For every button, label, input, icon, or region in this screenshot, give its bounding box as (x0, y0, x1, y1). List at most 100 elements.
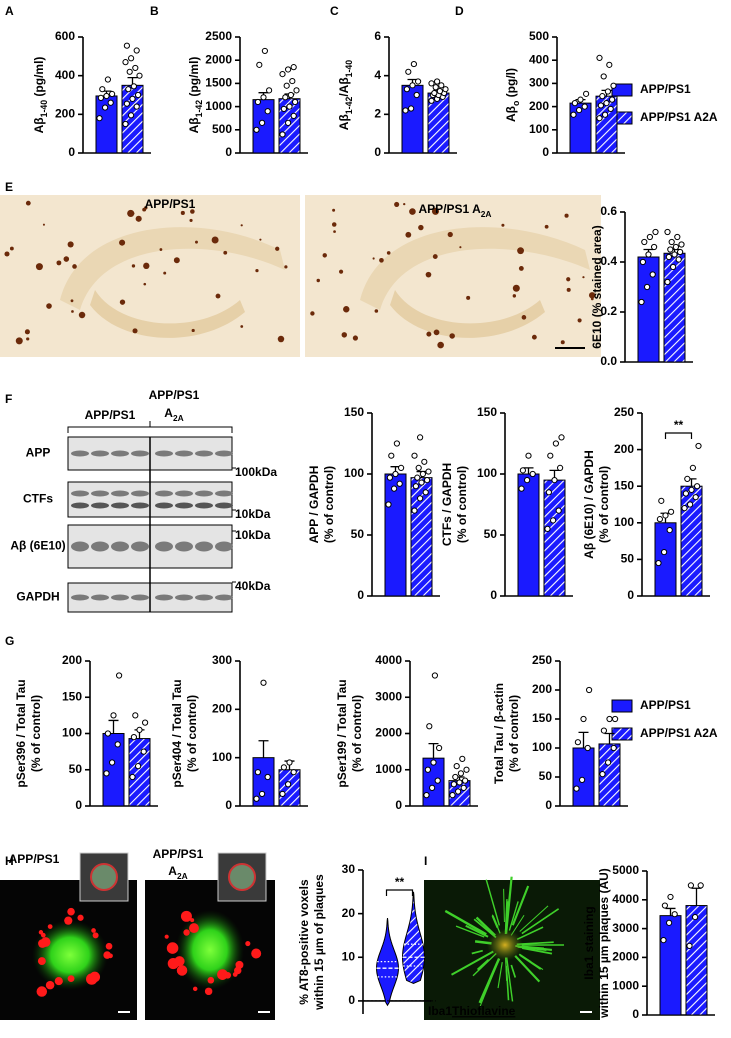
data-point (409, 82, 416, 89)
label-part: APP/PS1 (85, 408, 136, 422)
y-tick-label: 150 (532, 711, 552, 725)
y-axis-label: within 15 µm of plaques (312, 874, 326, 1011)
data-point (641, 238, 648, 246)
process (455, 925, 485, 938)
process (522, 947, 553, 955)
blot-band (91, 541, 109, 552)
y-axis-label: Aβ1-42/Aβ1-40 (337, 60, 354, 130)
data-point (684, 475, 691, 482)
blot-row-label: CTFs (23, 492, 53, 506)
data-point (254, 98, 261, 106)
data-point (518, 485, 525, 492)
process (519, 905, 549, 932)
plaques (4, 200, 596, 349)
data-point (586, 686, 593, 694)
plaque (163, 271, 167, 275)
blot-band (195, 502, 213, 509)
y-axis-label: within 15 µm plaques (AU) (597, 868, 611, 1019)
label-part: (% of control) (597, 466, 611, 543)
label-part: (% of control) (185, 695, 199, 772)
plaque (531, 334, 537, 340)
data-point (428, 80, 435, 87)
plaque (131, 264, 136, 268)
at8-dot (64, 916, 73, 925)
y-axis-label: Aβ1-42 (pg/ml) (187, 57, 204, 134)
data-point (442, 86, 449, 93)
data-point (600, 73, 607, 80)
data-point (264, 108, 271, 115)
data-point (386, 474, 393, 481)
label-part: pSer199 / Total Tau (335, 679, 349, 787)
data-point (132, 712, 139, 719)
y-tick-label: 200 (212, 702, 232, 716)
data-point (460, 784, 467, 791)
y-tick-label: 0 (490, 588, 497, 602)
data-point (411, 452, 418, 459)
y-tick-label: 0 (545, 798, 552, 812)
label-part: Aβ (504, 106, 518, 122)
error-bar (428, 743, 439, 759)
y-tick-label: 2000 (205, 52, 232, 66)
plaque (143, 282, 147, 286)
y-axis-label: (% of control) (185, 695, 199, 772)
data-point (414, 474, 421, 481)
label-part: 1-40 (39, 100, 49, 118)
plaque (42, 223, 45, 226)
plaque (437, 341, 444, 349)
plaque (386, 251, 391, 255)
data-point (664, 278, 671, 286)
data-point (456, 779, 463, 786)
process (505, 957, 514, 1002)
label-part: APP/PS1 (145, 197, 196, 211)
label-part: /Aβ (337, 77, 351, 96)
y-axis-label: (% of control) (29, 695, 43, 772)
data-point (674, 233, 681, 241)
data-point (290, 64, 297, 71)
blot-band (215, 450, 233, 457)
data-point (603, 100, 610, 107)
image-label: Thioflavine (452, 1004, 516, 1018)
y-tick-label: 100 (532, 740, 552, 754)
data-point (672, 243, 680, 251)
data-point (110, 712, 117, 719)
blot-band (155, 490, 173, 497)
blot-band (195, 541, 213, 552)
data-point (583, 90, 590, 97)
process (444, 909, 487, 936)
data-point (525, 452, 532, 459)
data-point (649, 271, 656, 278)
error-bar (604, 732, 615, 744)
plaque (15, 337, 23, 345)
data-point (606, 715, 613, 723)
y-tick-label: 5000 (612, 863, 639, 877)
plaque (180, 210, 185, 216)
label-part: 6E10 (% stained area) (590, 225, 604, 348)
data-point (412, 483, 419, 490)
y-tick-label: 0.0 (600, 354, 617, 368)
panel-letter: I (424, 854, 427, 868)
data-point (264, 773, 271, 781)
y-tick-label: 6 (374, 29, 381, 43)
plaque (426, 331, 432, 337)
panel-letter: E (5, 180, 13, 194)
plaque (277, 335, 285, 343)
data-point (123, 42, 131, 49)
data-point (436, 744, 443, 752)
image-label: APP/PS1 (145, 197, 196, 211)
plaque (127, 209, 135, 217)
y-axis-label: (% of control) (597, 466, 611, 543)
plaque (71, 310, 74, 313)
data-point (605, 759, 612, 766)
blot-band (215, 594, 233, 601)
data-point (545, 489, 553, 496)
data-point (695, 442, 702, 450)
data-point (128, 112, 135, 119)
data-point (452, 773, 459, 781)
data-point (596, 115, 603, 122)
plaque (310, 311, 315, 316)
plaque (70, 299, 74, 303)
label-part: Total Tau / β-actin (492, 683, 506, 784)
data-point (431, 89, 438, 97)
at8-dot (164, 934, 169, 939)
y-tick-label: 0 (357, 588, 364, 602)
